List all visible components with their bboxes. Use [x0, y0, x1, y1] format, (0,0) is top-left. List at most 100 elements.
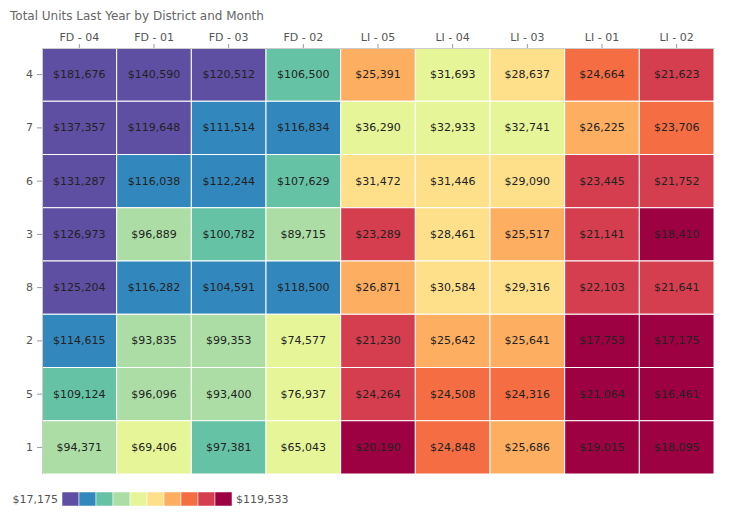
tick-label: 2: [26, 334, 33, 347]
heatmap-cell: [639, 314, 714, 367]
data-label: $131,287: [53, 175, 106, 188]
heatmap-cell: [191, 208, 266, 261]
heatmap-cell: [117, 368, 192, 421]
heatmap-cell: [639, 208, 714, 261]
tick: 5: [26, 388, 42, 401]
tick-label: FD - 04: [59, 31, 99, 44]
data-label: $30,584: [430, 281, 476, 294]
heatmap-cell: [266, 261, 341, 314]
heatmap-cell: [490, 314, 565, 367]
heatmap-cell: [341, 261, 416, 314]
heatmap-cell: [191, 101, 266, 154]
data-label: $29,090: [505, 175, 551, 188]
heatmap-cell: [490, 261, 565, 314]
heatmap-cell: [565, 155, 640, 208]
data-label: $118,500: [277, 281, 330, 294]
data-label: $74,577: [281, 334, 327, 347]
data-label: $119,648: [128, 121, 181, 134]
data-label: $93,835: [131, 334, 177, 347]
tick-label: 5: [26, 388, 33, 401]
heatmap-cell: [341, 48, 416, 101]
data-label: $23,706: [654, 121, 700, 134]
tick-label: LI - 04: [435, 31, 469, 44]
tick: LI - 02: [659, 31, 693, 48]
data-label: $65,043: [281, 441, 327, 454]
heatmap-cell: [490, 368, 565, 421]
data-label: $96,889: [131, 228, 177, 241]
x-axis: FD - 04FD - 01FD - 03FD - 02LI - 05LI - …: [43, 31, 715, 49]
data-label: $16,461: [654, 388, 700, 401]
heatmap-cell: [266, 208, 341, 261]
heatmap-cell: [42, 261, 117, 314]
data-label: $107,629: [277, 175, 330, 188]
color-swatch: [130, 492, 147, 506]
tick-mark: [527, 44, 528, 48]
color-swatch: [79, 492, 96, 506]
tick-mark: [303, 44, 304, 48]
heatmap-cell: [639, 421, 714, 474]
data-label: $126,973: [53, 228, 106, 241]
heatmap-cell: [191, 368, 266, 421]
data-label: $76,937: [281, 388, 327, 401]
tick-label: LI - 05: [361, 31, 395, 44]
heatmap-cell: [117, 261, 192, 314]
heatmap-cell: [191, 48, 266, 101]
data-label: $25,641: [505, 334, 551, 347]
data-label: $24,508: [430, 388, 476, 401]
heatmap-cell: [266, 48, 341, 101]
heatmap-cell: [639, 48, 714, 101]
heatmap-cell: [42, 101, 117, 154]
heatmap-cell: [415, 208, 490, 261]
data-label: $93,400: [206, 388, 252, 401]
heatmap-cell: [415, 261, 490, 314]
tick: 8: [26, 281, 42, 294]
data-label: $25,642: [430, 334, 476, 347]
heatmap-cell: [42, 314, 117, 367]
heatmap-cell: [117, 101, 192, 154]
heatmap-cell: [191, 314, 266, 367]
data-label: $99,353: [206, 334, 252, 347]
data-label: $25,517: [505, 228, 551, 241]
tick-mark: [228, 44, 229, 48]
tick-mark: [79, 44, 80, 48]
tick: 6: [26, 175, 42, 188]
heatmap-cell: [639, 101, 714, 154]
tick: FD - 04: [59, 31, 99, 48]
heatmap-cell: [565, 421, 640, 474]
heatmap-cell: [191, 155, 266, 208]
tick-mark: [676, 44, 677, 48]
heatmap-cell: [341, 368, 416, 421]
tick-mark: [37, 74, 42, 75]
data-label: $181,676: [53, 68, 106, 81]
heatmap-cell: [490, 101, 565, 154]
data-label: $69,406: [131, 441, 177, 454]
data-label: $28,637: [505, 68, 551, 81]
tick-mark: [37, 181, 42, 182]
heatmap-cell: [490, 208, 565, 261]
data-label: $24,264: [355, 388, 401, 401]
heatmap-cell: [341, 314, 416, 367]
heatmap-cell: [117, 208, 192, 261]
data-label: $31,472: [355, 175, 401, 188]
data-label: $94,371: [57, 441, 103, 454]
tick-label: FD - 02: [283, 31, 323, 44]
data-label: $116,038: [128, 175, 181, 188]
data-label: $116,282: [128, 281, 181, 294]
data-label: $18,410: [654, 228, 700, 241]
data-labels: $181,676$140,590$120,512$106,500$25,391$…: [53, 68, 699, 454]
data-label: $97,381: [206, 441, 252, 454]
data-label: $31,693: [430, 68, 476, 81]
tick: FD - 02: [283, 31, 323, 48]
heatmap-cell: [490, 421, 565, 474]
heatmap-cell: [639, 155, 714, 208]
tick-label: LI - 02: [659, 31, 693, 44]
tick: LI - 01: [585, 31, 619, 48]
data-label: $100,782: [202, 228, 255, 241]
data-label: $25,391: [355, 68, 401, 81]
heatmap-cell: [490, 155, 565, 208]
heatmap-cell: [42, 368, 117, 421]
heatmap-cell: [117, 48, 192, 101]
title: Total Units Last Year by District and Mo…: [9, 9, 264, 23]
color-bar-label: $119,533: [236, 493, 289, 506]
heatmap-cell: [191, 421, 266, 474]
